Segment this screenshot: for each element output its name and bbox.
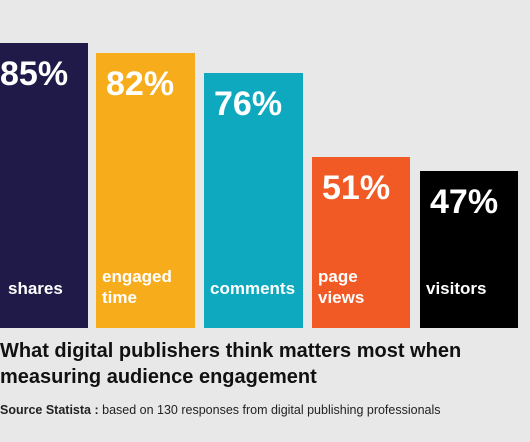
source-note: Source Statista : based on 130 responses…	[0, 403, 530, 417]
bar-category-label: comments	[210, 278, 296, 298]
source-prefix: Source Statista :	[0, 403, 99, 417]
bar-value-label: 47%	[430, 182, 499, 221]
bar-visitors: 47% visitors	[420, 170, 518, 328]
bar-value-label: 51%	[322, 169, 391, 208]
bar-category-label: visitors	[426, 278, 487, 298]
bar-value-label: 82%	[106, 65, 175, 104]
chart-title: What digital publishers think matters mo…	[0, 340, 462, 388]
bar-comments: 76% comments	[204, 73, 303, 328]
bar-page-views: 51% page views	[312, 157, 410, 328]
bar-engaged-time: 82% engaged time	[96, 53, 195, 328]
bar-value-label: 76%	[214, 85, 283, 124]
source-text: based on 130 responses from digital publ…	[98, 403, 441, 417]
bar-category-label: engaged time	[102, 266, 172, 307]
bar-value-label: 85%	[0, 55, 69, 94]
bar-chart: 85% shares 82% engaged time 76% comments 51% pa…	[0, 43, 518, 328]
bar-category-label: shares	[8, 279, 63, 298]
bar-category-label: page views	[318, 266, 365, 307]
bar-shares: 85% shares	[0, 43, 88, 328]
